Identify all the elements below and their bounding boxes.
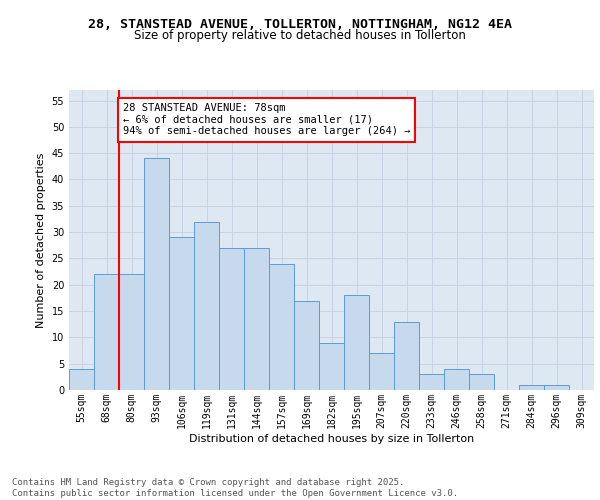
Bar [444, 369, 469, 390]
Bar [319, 342, 344, 390]
Bar [294, 300, 319, 390]
X-axis label: Distribution of detached houses by size in Tollerton: Distribution of detached houses by size … [189, 434, 474, 444]
Bar [419, 374, 444, 390]
Bar [144, 158, 169, 390]
Bar [194, 222, 219, 390]
Bar [169, 238, 194, 390]
Text: 28, STANSTEAD AVENUE, TOLLERTON, NOTTINGHAM, NG12 4EA: 28, STANSTEAD AVENUE, TOLLERTON, NOTTING… [88, 18, 512, 30]
Bar [544, 384, 569, 390]
Bar [119, 274, 144, 390]
Bar [394, 322, 419, 390]
Text: Size of property relative to detached houses in Tollerton: Size of property relative to detached ho… [134, 29, 466, 42]
Bar [219, 248, 244, 390]
Y-axis label: Number of detached properties: Number of detached properties [36, 152, 46, 328]
Bar [369, 353, 394, 390]
Bar [69, 369, 94, 390]
Bar [94, 274, 119, 390]
Bar [269, 264, 294, 390]
Bar [469, 374, 494, 390]
Bar [519, 384, 544, 390]
Text: 28 STANSTEAD AVENUE: 78sqm
← 6% of detached houses are smaller (17)
94% of semi-: 28 STANSTEAD AVENUE: 78sqm ← 6% of detac… [123, 103, 410, 136]
Bar [244, 248, 269, 390]
Bar [344, 296, 369, 390]
Text: Contains HM Land Registry data © Crown copyright and database right 2025.
Contai: Contains HM Land Registry data © Crown c… [12, 478, 458, 498]
